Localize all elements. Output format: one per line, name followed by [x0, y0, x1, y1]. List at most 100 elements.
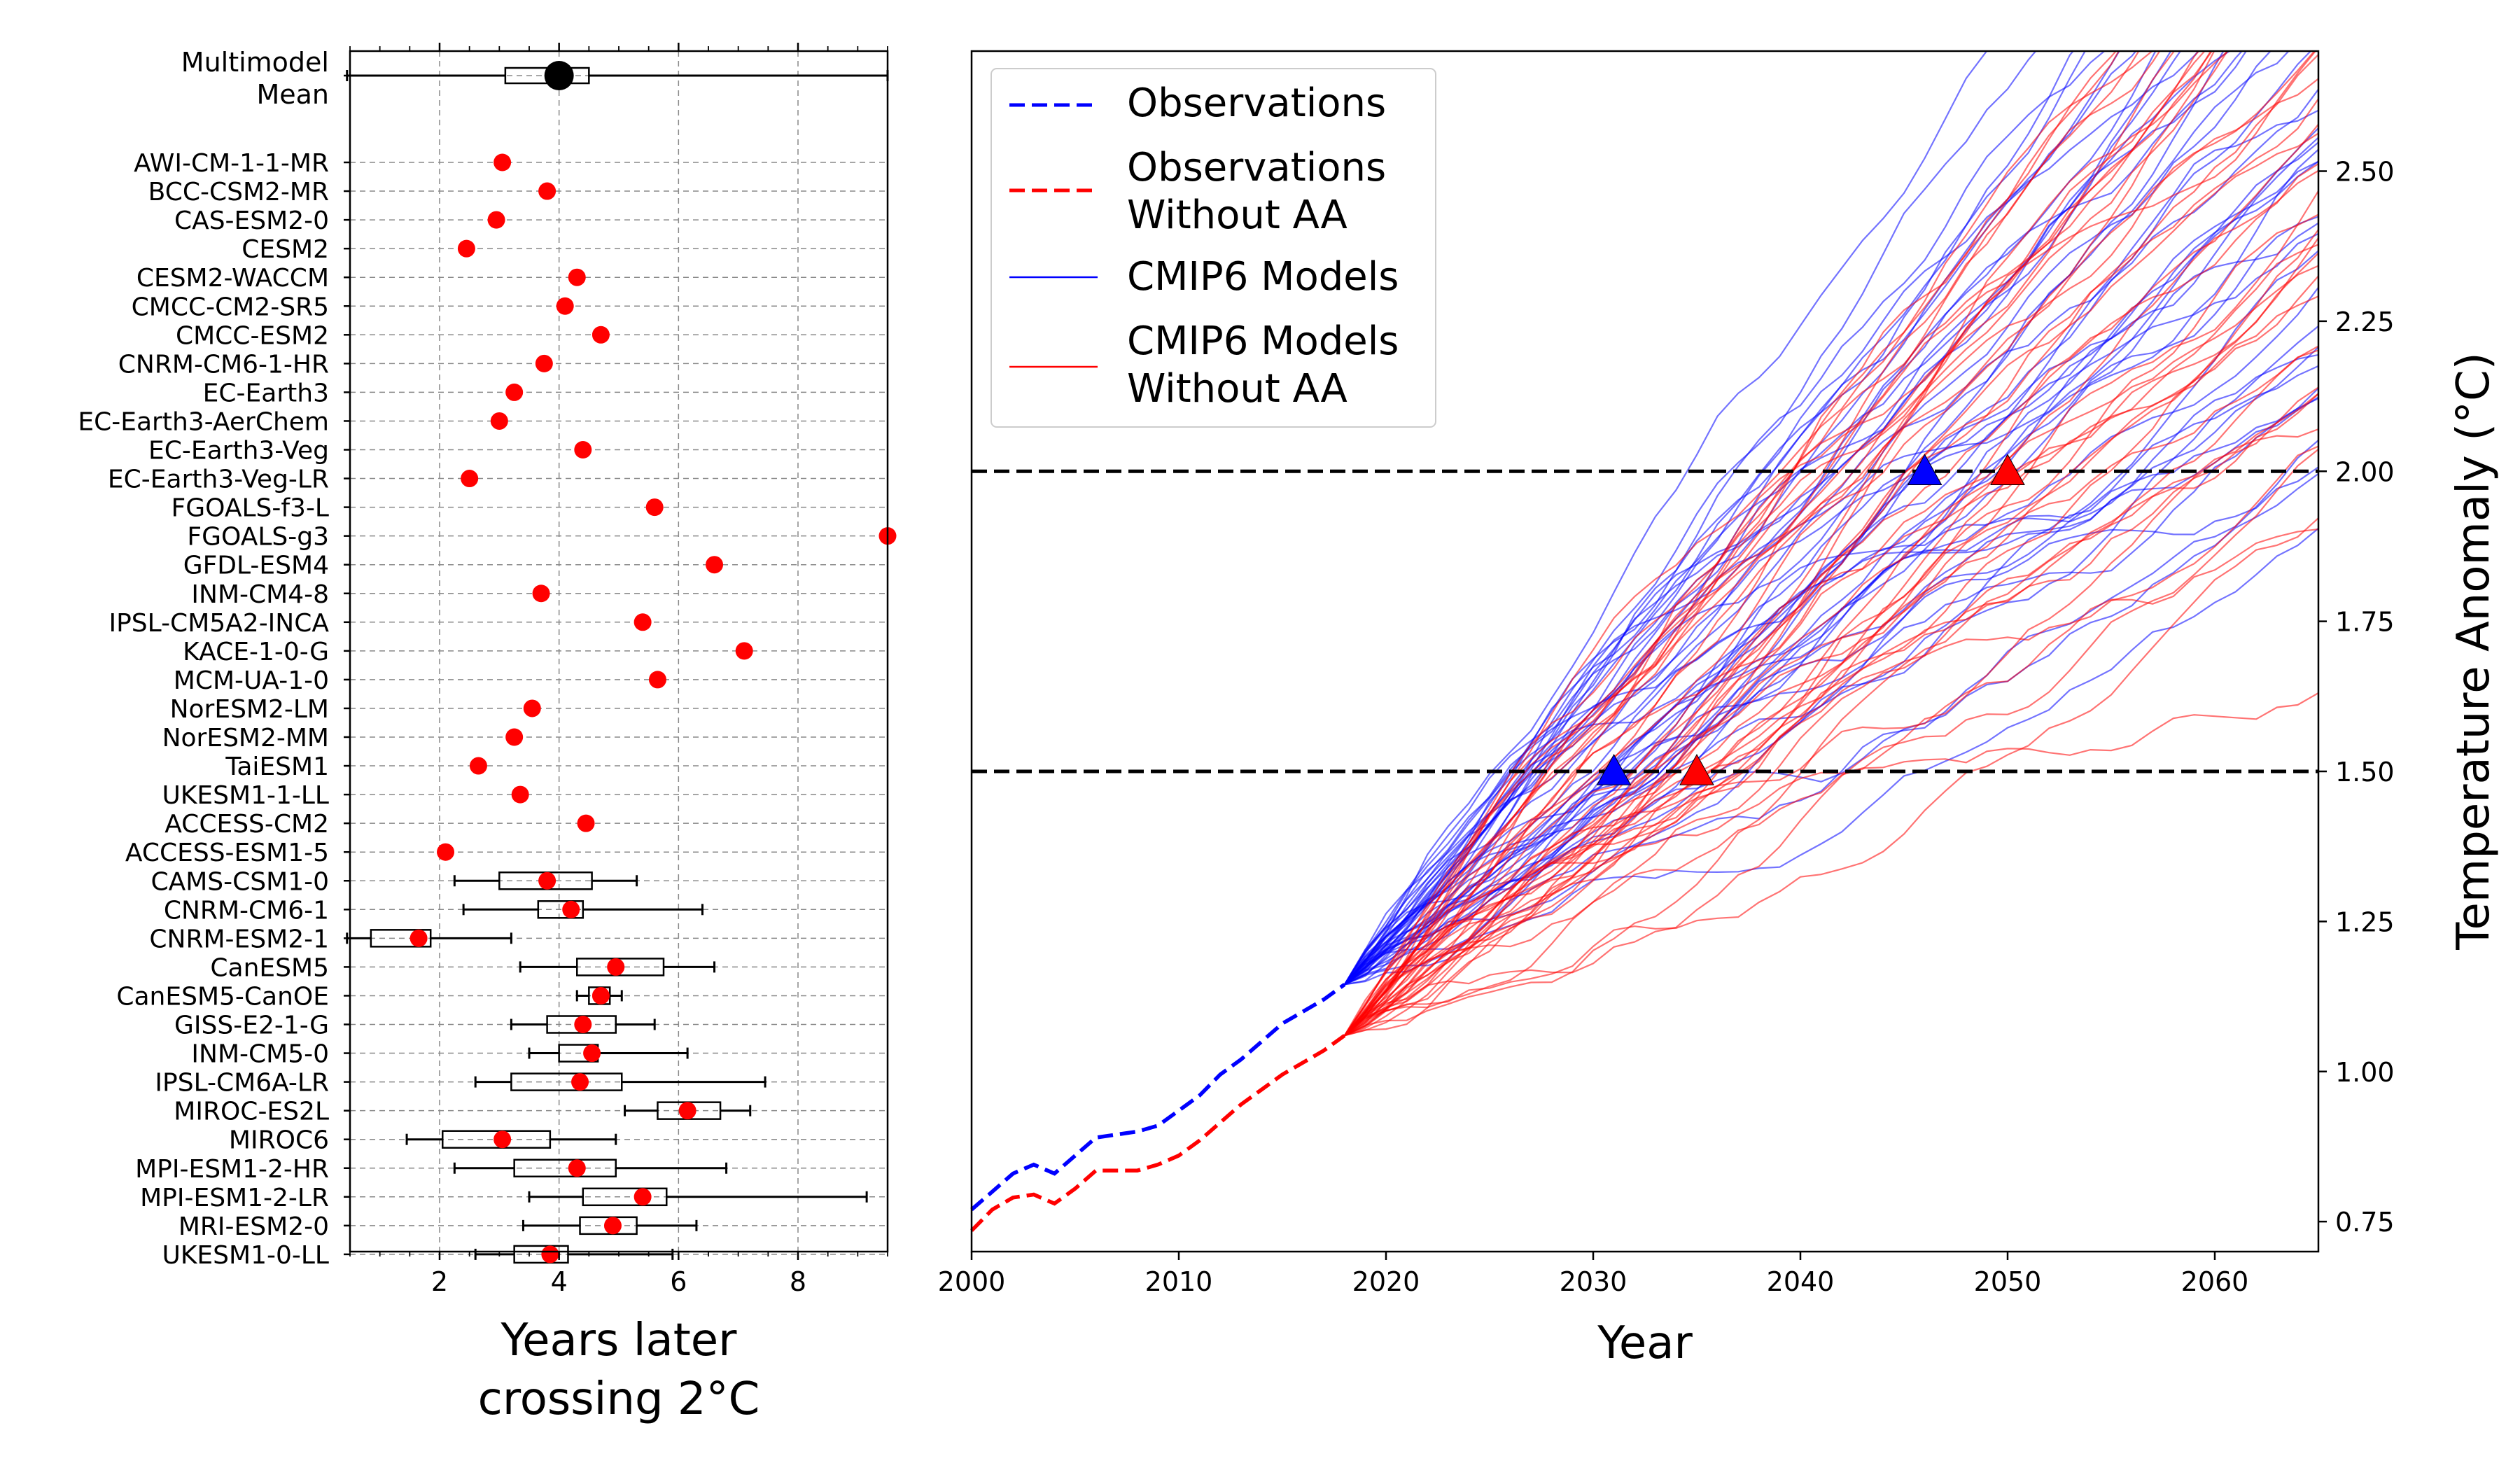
cmip6-model-without-aa-line — [1344, 51, 2176, 1037]
model-point — [583, 1044, 601, 1063]
model-point — [505, 728, 524, 746]
cmip6-model-line — [1343, 51, 2244, 985]
model-point — [493, 1130, 512, 1149]
legend-label-cmip6-models-without-aa-line1: CMIP6 Models — [1127, 318, 1399, 364]
model-label: MRI-ESM2-0 — [178, 1212, 329, 1241]
ytick-label: 1.50 — [2335, 757, 2395, 788]
xtick-label: 6 — [670, 1266, 687, 1297]
model-label: UKESM1-1-LL — [162, 781, 329, 810]
model-37-box — [579, 1216, 638, 1236]
model-label: EC-Earth3-AerChem — [78, 407, 329, 436]
mean-marker — [544, 61, 574, 90]
model-label: GFDL-ESM4 — [183, 552, 329, 580]
cmip6-model-without-aa-line — [1344, 98, 2318, 1037]
model-point — [556, 297, 574, 315]
xtick-label: 2000 — [938, 1266, 1006, 1297]
model-point — [437, 843, 455, 861]
model-label: FGOALS-f3-L — [172, 494, 329, 523]
model-point — [457, 239, 475, 258]
model-label: AWI-CM-1-1-MR — [134, 149, 329, 178]
ytick-label: 2.25 — [2335, 307, 2395, 337]
model-point — [571, 1073, 589, 1091]
xtick-label: 2060 — [2181, 1266, 2249, 1297]
cmip6-model-line — [1344, 354, 2318, 986]
right-xlabel: Year — [1597, 1317, 1693, 1369]
model-label: CAS-ESM2-0 — [174, 206, 329, 235]
cmip6-model-line — [1344, 141, 2318, 986]
model-point — [469, 757, 487, 775]
model-label: CNRM-ESM2-1 — [149, 925, 329, 953]
ytick-label: 1.00 — [2335, 1057, 2395, 1088]
model-point — [532, 584, 550, 603]
cmip6-model-without-aa-line — [1344, 528, 2318, 1037]
left-xlabel-line1: Years later — [500, 1315, 738, 1366]
crossing-marker — [1907, 454, 1942, 485]
model-point — [706, 556, 724, 574]
model-label: CNRM-CM6-1-HR — [118, 350, 329, 379]
xtick-label: 2030 — [1560, 1266, 1628, 1297]
xtick-label: 4 — [551, 1266, 568, 1297]
left-xlabel-line2: crossing 2°C — [478, 1373, 760, 1425]
model-label: CMCC-ESM2 — [176, 321, 329, 350]
left-panel: MultimodelMeanAWI-CM-1-1-MRBCC-CSM2-MRCA… — [78, 43, 897, 1425]
model-label: NorESM2-MM — [162, 724, 329, 752]
model-label: BCC-CSM2-MR — [148, 178, 329, 206]
legend-frame — [990, 68, 1436, 428]
legend-label-observations: Observations — [1127, 80, 1386, 126]
model-35-box — [513, 1158, 617, 1177]
model-point — [607, 958, 625, 976]
right-panel: 2000 2010 2020 2030 2040 2050 2060 0.75 1.00 1.2… — [938, 50, 2500, 1369]
model-point — [574, 441, 592, 458]
model-label: CanESM5-CanOE — [116, 982, 329, 1011]
model-point — [562, 900, 580, 918]
cmip6-model-without-aa-line — [1343, 214, 2318, 1037]
cmip6-model-without-aa-line — [1344, 244, 2318, 1037]
legend: Observations Observations Without AA CMI… — [990, 68, 1436, 428]
model-point — [592, 326, 610, 344]
ytick-label: 0.75 — [2335, 1207, 2395, 1238]
model-point — [535, 354, 553, 372]
left-axes-frame — [349, 50, 889, 1253]
ytick-label: 2.00 — [2335, 456, 2395, 487]
xtick-label: 2020 — [1352, 1266, 1420, 1297]
mean-label-line2: Mean — [256, 79, 329, 110]
model-point — [634, 613, 652, 631]
ytick-label: 1.25 — [2335, 906, 2395, 937]
model-label: EC-Earth3-Veg — [148, 437, 329, 465]
cmip6-model-without-aa-line — [1344, 169, 2318, 1037]
ytick-label: 2.50 — [2335, 157, 2395, 188]
cmip6-model-line — [1344, 51, 2075, 986]
model-label: TaiESM1 — [225, 752, 329, 781]
model-point — [541, 1245, 559, 1264]
model-point — [577, 814, 595, 832]
legend-label-cmip6-models-without-aa-line2: Without AA — [1127, 366, 1348, 412]
model-label: INM-CM4-8 — [191, 580, 329, 609]
model-point — [505, 383, 524, 401]
model-point — [523, 699, 541, 718]
model-point — [461, 470, 479, 488]
model-label: UKESM1-0-LL — [162, 1241, 329, 1270]
cmip6-model-without-aa-line — [1344, 428, 2318, 1037]
model-point — [511, 785, 529, 804]
cmip6-model-without-aa-line — [1343, 51, 2230, 1036]
cmip6-model-line — [1343, 365, 2318, 986]
cmip6-model-without-aa-line — [1343, 54, 2318, 1036]
model-label: FGOALS-g3 — [187, 523, 329, 552]
model-label: ACCESS-CM2 — [164, 810, 329, 839]
cmip6-model-without-aa-line — [1344, 393, 2318, 1037]
cmip6-model-without-aa-line — [1344, 345, 2318, 1037]
model-label: GISS-E2-1-G — [174, 1011, 329, 1040]
model-label: CMCC-CM2-SR5 — [132, 293, 329, 321]
model-38-box — [513, 1245, 569, 1264]
cmip6-model-line — [1344, 51, 1988, 986]
model-label: MPI-ESM1-2-LR — [140, 1184, 329, 1212]
model-point — [568, 268, 586, 286]
observations-line — [970, 983, 1346, 1212]
model-point — [410, 929, 428, 947]
cmip6-model-without-aa-line — [1344, 124, 2318, 1037]
right-ylabel: Temperature Anomaly (°C) — [2448, 352, 2500, 950]
cmip6-model-line — [1343, 51, 2037, 986]
model-point — [592, 986, 610, 1004]
model-point — [648, 671, 666, 689]
